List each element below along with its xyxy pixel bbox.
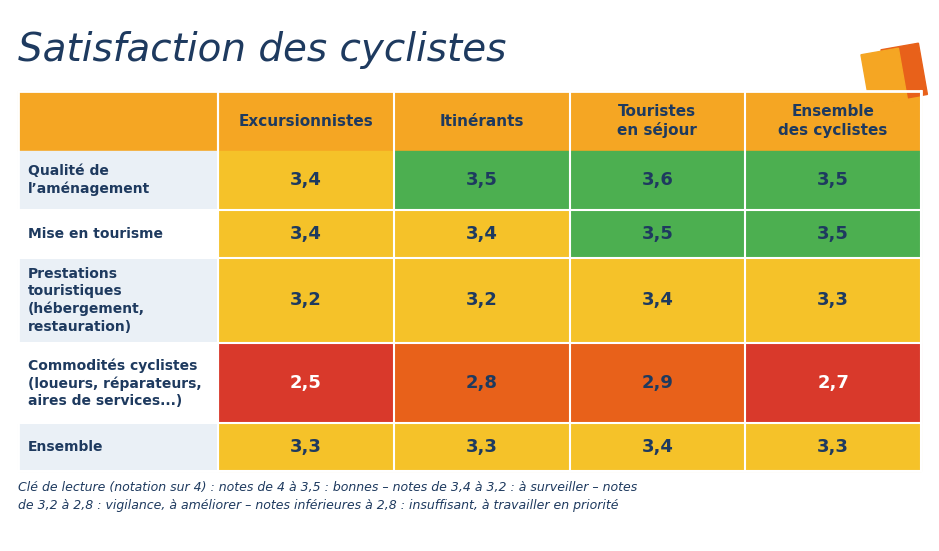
Bar xyxy=(18,91,921,471)
Text: 3,4: 3,4 xyxy=(290,171,322,190)
Text: Prestations
touristiques
(hébergement,
restauration): Prestations touristiques (hébergement, r… xyxy=(28,267,145,333)
Text: 3,6: 3,6 xyxy=(641,171,673,190)
Text: Mise en tourisme: Mise en tourisme xyxy=(28,226,163,241)
Bar xyxy=(746,258,921,343)
Text: Commodités cyclistes
(loueurs, réparateurs,
aires de services...): Commodités cyclistes (loueurs, réparateu… xyxy=(28,358,202,408)
Bar xyxy=(218,210,393,258)
Text: 3,5: 3,5 xyxy=(466,171,498,190)
Text: 3,5: 3,5 xyxy=(817,225,849,242)
Text: 3,4: 3,4 xyxy=(290,225,322,242)
Bar xyxy=(881,43,928,101)
Text: 3,5: 3,5 xyxy=(817,171,849,190)
Text: 3,4: 3,4 xyxy=(466,225,498,242)
Bar xyxy=(569,258,746,343)
Bar xyxy=(393,258,569,343)
Bar xyxy=(18,258,218,343)
Text: 3,4: 3,4 xyxy=(641,438,673,456)
Bar xyxy=(218,343,393,423)
Text: 2,5: 2,5 xyxy=(290,374,322,392)
Text: Touristes
en séjour: Touristes en séjour xyxy=(618,104,698,138)
Bar xyxy=(18,423,218,471)
Text: 2,8: 2,8 xyxy=(466,374,498,392)
Bar xyxy=(393,210,569,258)
Bar xyxy=(393,343,569,423)
Bar xyxy=(746,151,921,210)
Text: 3,2: 3,2 xyxy=(290,291,322,309)
Text: Satisfaction des cyclistes: Satisfaction des cyclistes xyxy=(18,31,506,69)
Bar xyxy=(218,151,393,210)
Bar xyxy=(18,151,218,210)
Bar xyxy=(746,210,921,258)
Bar xyxy=(569,343,746,423)
Bar xyxy=(569,151,746,210)
Bar xyxy=(18,91,921,151)
Text: Excursionnistes: Excursionnistes xyxy=(239,114,373,128)
Bar xyxy=(569,423,746,471)
Text: 3,5: 3,5 xyxy=(641,225,673,242)
Bar xyxy=(861,48,907,106)
Bar xyxy=(746,423,921,471)
Text: 3,3: 3,3 xyxy=(290,438,322,456)
Text: 3,3: 3,3 xyxy=(466,438,498,456)
Text: Ensemble: Ensemble xyxy=(28,440,103,454)
Bar xyxy=(18,343,218,423)
Bar xyxy=(393,423,569,471)
Text: Itinérants: Itinérants xyxy=(439,114,524,128)
Text: Qualité de
l’aménagement: Qualité de l’aménagement xyxy=(28,164,150,196)
Text: Ensemble
des cyclistes: Ensemble des cyclistes xyxy=(778,104,887,138)
Text: 2,9: 2,9 xyxy=(641,374,673,392)
Bar xyxy=(218,423,393,471)
Text: 3,4: 3,4 xyxy=(641,291,673,309)
Text: Clé de lecture (notation sur 4) : notes de 4 à 3,5 : bonnes – notes de 3,4 à 3,2: Clé de lecture (notation sur 4) : notes … xyxy=(18,481,638,512)
Text: 3,3: 3,3 xyxy=(817,438,849,456)
Text: 2,7: 2,7 xyxy=(817,374,849,392)
Bar xyxy=(569,210,746,258)
Bar xyxy=(18,210,218,258)
Text: 3,2: 3,2 xyxy=(466,291,498,309)
Bar xyxy=(746,343,921,423)
Text: 3,3: 3,3 xyxy=(817,291,849,309)
Bar xyxy=(393,151,569,210)
Bar xyxy=(218,258,393,343)
